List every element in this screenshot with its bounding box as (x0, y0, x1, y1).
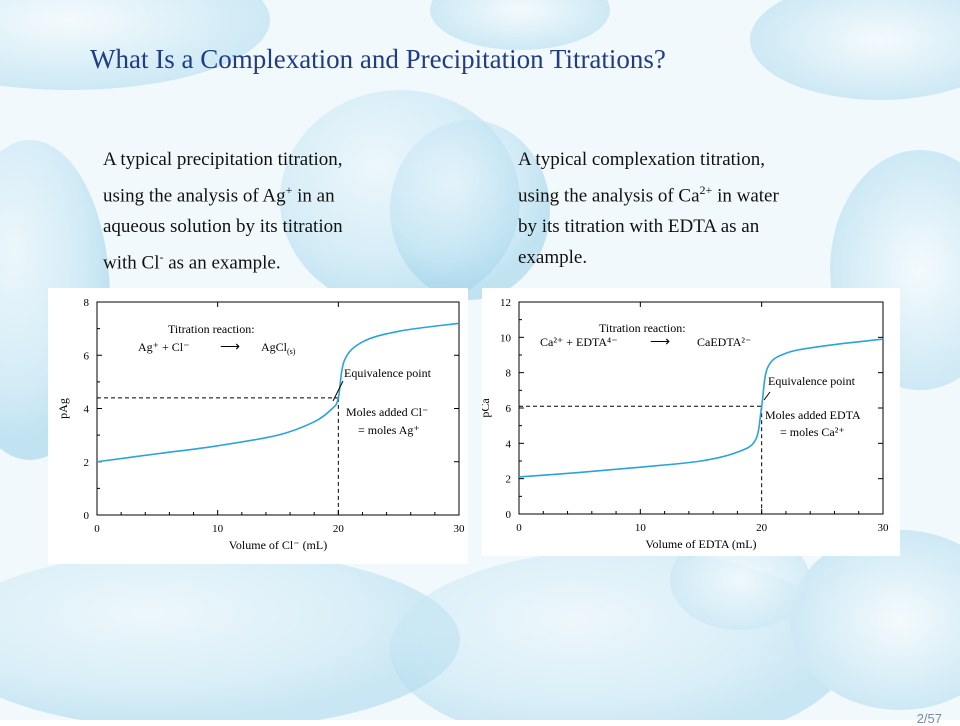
complexation-description: A typical complexation titration, using … (518, 144, 858, 273)
reaction-product: CaEDTA²⁻ (697, 335, 751, 349)
desc-text: using the analysis of Ag (103, 185, 286, 207)
desc-line: A typical complexation titration, (518, 149, 765, 170)
desc-line: using the analysis of Ca2+ in water (518, 175, 858, 211)
y-tick-label: 10 (500, 332, 512, 344)
superscript: 2+ (699, 183, 713, 197)
precipitation-titration-chart: 0 2 4 6 8 0 10 20 30 Volume of Cl⁻ (mL) pAg Titrati… (56, 297, 466, 552)
x-tick-label: 30 (454, 523, 466, 535)
equivalence-label: Equivalence point (768, 374, 856, 388)
x-tick-label: 20 (333, 523, 345, 535)
desc-line: A typical precipitation titration, (103, 149, 343, 170)
reaction-reactants: Ag⁺ + Cl⁻ (138, 340, 189, 354)
y-tick-label: 8 (84, 297, 90, 309)
reaction-arrow: ⟶ (650, 335, 670, 350)
reaction-reactants: Ca²⁺ + EDTA⁴⁻ (540, 335, 618, 349)
precipitation-chart-panel: 0 2 4 6 8 0 10 20 30 Volume of Cl⁻ (mL) pAg Titrati… (48, 288, 468, 564)
reaction-title: Titration reaction: (168, 322, 255, 336)
superscript: - (159, 250, 164, 265)
y-tick-label: 12 (500, 297, 511, 309)
x-tick-label: 0 (94, 523, 100, 535)
slide-title: What Is a Complexation and Precipitation… (90, 44, 666, 74)
equivalence-label: Equivalence point (344, 366, 432, 380)
desc-line: with Cl- as an example. (103, 242, 433, 278)
equivalence-pointer (763, 391, 771, 401)
moles-label-line2: = moles Ca²⁺ (780, 425, 845, 439)
x-tick-label: 10 (212, 523, 224, 535)
equivalence-pointer (332, 380, 344, 402)
desc-text: with Cl (103, 252, 160, 274)
y-tick-label: 4 (84, 404, 90, 416)
desc-line: by its titration with EDTA as an (518, 216, 760, 238)
desc-text: in an (292, 185, 335, 207)
y-tick-label: 4 (506, 438, 512, 450)
y-axis-label: pCa (482, 398, 492, 418)
titration-curve (96, 322, 460, 463)
desc-text: in water (712, 185, 779, 207)
desc-line: example. (518, 247, 588, 269)
desc-line: using the analysis of Ag+ in an (103, 175, 433, 211)
reaction-arrow: ⟶ (220, 340, 240, 355)
x-tick-label: 30 (878, 522, 890, 534)
complexation-titration-chart: 0 2 4 6 8 10 12 0 10 20 30 Volume of EDTA (mL) pCa Ti… (482, 297, 890, 551)
y-tick-label: 8 (506, 368, 512, 380)
reaction-product-subscript: (s) (287, 347, 296, 356)
reaction-product: AgCl(s) (261, 340, 296, 356)
page-number: 2/57 (916, 711, 942, 726)
moles-label-line1: Moles added Cl⁻ (346, 405, 428, 419)
desc-line: aqueous solution by its titration (103, 216, 343, 238)
y-axis-label: pAg (56, 398, 70, 419)
y-tick-label: 0 (506, 509, 512, 521)
x-axis-label: Volume of EDTA (mL) (645, 537, 756, 551)
titration-curve (518, 338, 884, 478)
desc-text: as an example. (163, 252, 281, 274)
x-tick-label: 20 (756, 522, 768, 534)
y-tick-label: 6 (506, 403, 512, 415)
desc-text: using the analysis of Ca (518, 185, 700, 207)
moles-label-line1: Moles added EDTA (765, 408, 861, 422)
precipitation-description: A typical precipitation titration, using… (103, 144, 433, 279)
y-tick-label: 2 (506, 474, 512, 486)
x-axis-label: Volume of Cl⁻ (mL) (229, 538, 327, 552)
moles-label-line2: = moles Ag⁺ (358, 423, 420, 437)
y-tick-label: 2 (84, 457, 90, 469)
complexation-chart-panel: 0 2 4 6 8 10 12 0 10 20 30 Volume of EDTA (mL) pCa Ti… (482, 288, 900, 556)
superscript: + (285, 183, 293, 197)
y-tick-label: 6 (84, 350, 90, 362)
reaction-title: Titration reaction: (599, 321, 686, 335)
y-tick-label: 0 (84, 510, 90, 522)
x-tick-label: 0 (516, 522, 522, 534)
x-tick-label: 10 (635, 522, 647, 534)
